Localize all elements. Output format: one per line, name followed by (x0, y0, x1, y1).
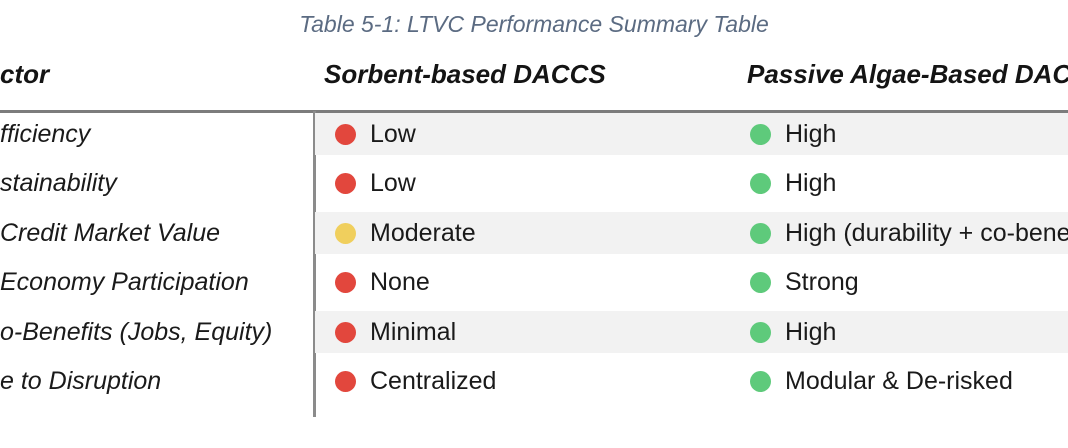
status-dot (750, 222, 771, 244)
algae-cell: High (durability + co-bene (750, 212, 1068, 254)
status-dot (335, 272, 356, 293)
header-divider-line (0, 110, 1068, 113)
status-dot (335, 321, 356, 343)
table-row: fficiency Low High (0, 113, 1068, 155)
status-dot (335, 173, 356, 194)
table-row: Economy Participation None Strong (0, 254, 1068, 311)
sorbent-cell: Minimal (335, 311, 456, 353)
sorbent-cell: Centralized (335, 353, 496, 410)
status-dot (335, 371, 356, 392)
table-row: Credit Market Value Moderate High (durab… (0, 212, 1068, 254)
status-label: Minimal (370, 317, 457, 346)
status-dot (750, 123, 771, 145)
status-label: High (785, 169, 837, 197)
column-header-algae: Passive Algae-Based DAC (747, 59, 1068, 89)
factor-label: stainability (0, 169, 117, 197)
table-body: fficiency Low High stainability Low High… (0, 113, 1068, 410)
status-dot (750, 272, 771, 293)
column-header-sorbent: Sorbent-based DACCS (324, 59, 606, 89)
status-dot (750, 371, 771, 392)
sorbent-cell: Low (335, 155, 416, 212)
algae-cell: Strong (750, 254, 859, 311)
status-label: Strong (785, 268, 859, 296)
table-row: stainability Low High (0, 155, 1068, 212)
factor-label: Credit Market Value (0, 218, 220, 247)
sorbent-cell: None (335, 254, 430, 311)
status-label: Modular & De-risked (785, 367, 1013, 395)
factor-label: Economy Participation (0, 268, 249, 296)
status-dot (335, 222, 356, 244)
table-row: e to Disruption Centralized Modular & De… (0, 353, 1068, 410)
status-label: Centralized (370, 367, 497, 395)
status-label: Moderate (370, 218, 476, 247)
sorbent-cell: Low (335, 113, 416, 155)
algae-cell: High (750, 155, 836, 212)
factor-label: fficiency (0, 119, 91, 148)
status-dot (335, 123, 356, 145)
table-header-row: ctor Sorbent-based DACCS Passive Algae-B… (0, 59, 1068, 91)
table-row: o-Benefits (Jobs, Equity) Minimal High (0, 311, 1068, 353)
algae-cell: High (750, 113, 836, 155)
status-label: Low (370, 169, 416, 197)
algae-cell: Modular & De-risked (750, 353, 1013, 410)
table-caption: Table 5-1: LTVC Performance Summary Tabl… (299, 11, 769, 37)
status-dot (750, 173, 771, 194)
algae-cell: High (750, 311, 836, 353)
sorbent-cell: Moderate (335, 212, 476, 254)
status-label: Low (370, 119, 416, 148)
factor-label: e to Disruption (0, 367, 162, 395)
status-label: High (785, 119, 837, 148)
column-header-factor: ctor (0, 59, 50, 89)
status-label: None (370, 268, 430, 296)
column-divider-line (313, 111, 316, 417)
status-label: High (durability + co-bene (785, 218, 1068, 247)
status-dot (750, 321, 771, 343)
factor-label: o-Benefits (Jobs, Equity) (0, 317, 273, 346)
status-label: High (785, 317, 837, 346)
